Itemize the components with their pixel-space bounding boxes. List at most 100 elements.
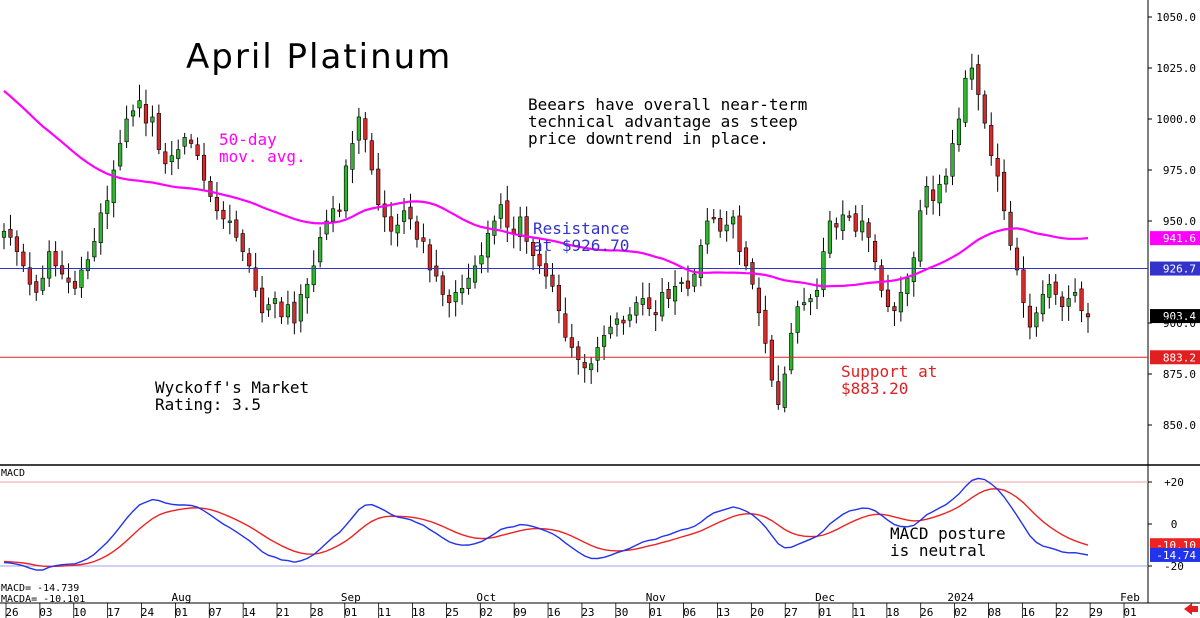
chart-title: April Platinum xyxy=(186,37,452,77)
candle-down xyxy=(621,319,626,324)
candle-down xyxy=(382,203,387,218)
candle-down xyxy=(737,215,742,252)
candle-up xyxy=(789,332,794,371)
price-tick-label: 1000.0 xyxy=(1156,113,1196,126)
candle-up xyxy=(518,216,523,237)
moving-average-line xyxy=(3,90,1089,288)
candle-down xyxy=(834,223,839,228)
macd-tick-label: 0 xyxy=(1171,518,1178,531)
candle-up xyxy=(943,175,949,185)
candle-down xyxy=(143,104,149,124)
ma-value-tag-bg xyxy=(1150,231,1200,246)
candle-up xyxy=(85,259,90,272)
price-tick-label: 1050.0 xyxy=(1156,11,1196,24)
candle-up xyxy=(330,208,336,222)
candle-up xyxy=(150,116,155,123)
candle-up xyxy=(305,283,310,299)
candle-down xyxy=(537,253,542,267)
candle-down xyxy=(653,312,658,316)
candle-down xyxy=(685,280,691,289)
resistance-label-1: Resistance xyxy=(533,219,629,238)
candle-up xyxy=(589,363,594,371)
candle-down xyxy=(221,209,226,220)
candle-down xyxy=(1053,281,1058,295)
candle-up xyxy=(969,67,974,80)
candle-down xyxy=(440,275,445,295)
candle-down xyxy=(447,294,452,303)
macd-tick-label: +20 xyxy=(1164,476,1184,489)
date-tick-label: 07 xyxy=(209,606,222,618)
candle-up xyxy=(595,347,600,361)
candle-up xyxy=(627,314,632,321)
date-tick-label: 29 xyxy=(1089,606,1102,618)
candle-up xyxy=(601,334,607,347)
month-label: Sep xyxy=(341,591,361,604)
candle-up xyxy=(937,183,942,204)
resistance-label-2: at $926.70 xyxy=(533,236,629,255)
candle-up xyxy=(479,255,484,265)
candle-up xyxy=(266,304,271,311)
macda-readout: MACDA= -10.101 xyxy=(1,594,85,605)
date-tick-label: 01 xyxy=(818,606,831,618)
month-label: Dec xyxy=(815,591,835,604)
candle-up xyxy=(614,318,620,325)
date-tick-label: 11 xyxy=(852,606,865,618)
candle-down xyxy=(505,200,510,228)
price-tick-label: 950.0 xyxy=(1163,215,1196,228)
price-tick-label: 875.0 xyxy=(1163,368,1196,381)
candle-down xyxy=(1027,305,1033,328)
date-tick-label: 18 xyxy=(412,606,425,618)
candle-down xyxy=(369,140,374,171)
macd-title: MACD xyxy=(1,468,25,479)
candle-up xyxy=(814,290,820,297)
date-tick-label: 21 xyxy=(276,606,289,618)
candle-up xyxy=(724,224,729,232)
candle-down xyxy=(53,251,58,267)
candle-down xyxy=(556,285,561,312)
candle-down xyxy=(847,215,852,218)
date-tick-label: 06 xyxy=(683,606,696,618)
candle-down xyxy=(718,218,723,232)
candle-down xyxy=(14,236,19,252)
candle-down xyxy=(543,263,549,277)
candle-up xyxy=(401,210,407,222)
candle-up xyxy=(911,257,916,282)
candle-down xyxy=(524,216,529,242)
support-value-tag-text: 883.2 xyxy=(1163,351,1196,364)
candle-up xyxy=(802,302,807,306)
scroll-arrow-icon[interactable] xyxy=(1184,603,1198,615)
candle-down xyxy=(389,216,394,232)
comment-line-2: technical advantage as steep xyxy=(528,112,798,131)
date-tick-label: 23 xyxy=(581,606,594,618)
comment-line-1: Beears have overall near-term xyxy=(528,95,807,114)
candle-up xyxy=(1073,292,1078,296)
candle-down xyxy=(421,237,426,242)
macd-line xyxy=(3,477,1089,571)
macd-value-tag: -14.74 xyxy=(1150,547,1200,562)
candle-up xyxy=(343,165,349,212)
last-price-tag-bg xyxy=(1150,309,1200,324)
candle-up xyxy=(79,269,84,288)
candle-up xyxy=(227,220,232,223)
candle-up xyxy=(782,373,787,408)
candle-up xyxy=(1047,283,1052,298)
date-tick-label: 17 xyxy=(107,606,120,618)
date-tick-label: 26 xyxy=(920,606,933,618)
price-tick-label: 1025.0 xyxy=(1156,62,1196,75)
candle-down xyxy=(531,242,536,256)
candle-down xyxy=(866,222,871,238)
candle-up xyxy=(118,143,123,167)
support-value-tag-bg xyxy=(1150,350,1200,365)
date-tick-label: 13 xyxy=(717,606,730,618)
candle-down xyxy=(260,287,265,314)
date-tick-label: 09 xyxy=(514,606,527,618)
rating-label-2: Rating: 3.5 xyxy=(155,395,261,414)
candle-down xyxy=(711,217,716,220)
candle-down xyxy=(8,228,13,238)
macd-tick-label: -20 xyxy=(1164,560,1184,573)
candle-up xyxy=(498,204,503,219)
candle-down xyxy=(647,297,652,310)
date-tick-label: 11 xyxy=(378,606,391,618)
candle-down xyxy=(892,306,897,312)
candle-up xyxy=(950,143,955,177)
